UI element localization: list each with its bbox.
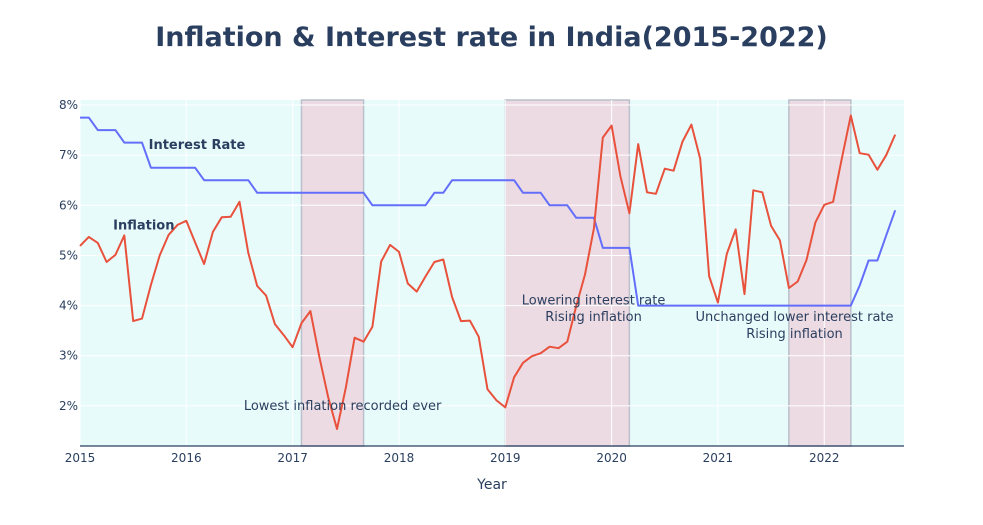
shaded-period-3: [788, 99, 852, 447]
series-line-inflation: [79, 114, 897, 430]
annotation: Rising inflation: [746, 327, 843, 342]
series-label: Inflation: [113, 218, 174, 233]
x-tick-label: 2017: [277, 451, 308, 465]
y-tick-label: 3%: [59, 349, 78, 363]
x-tick-label: 2015: [65, 451, 96, 465]
y-tick-label: 8%: [59, 98, 78, 112]
annotation: Lowering interest rate: [522, 294, 666, 309]
annotation: Rising inflation: [545, 310, 642, 325]
y-tick-label: 7%: [59, 148, 78, 162]
y-tick-label: 5%: [59, 248, 78, 262]
shaded-period-2: [504, 99, 631, 447]
series-label: Interest Rate: [149, 138, 246, 153]
x-tick-label: 2018: [384, 451, 415, 465]
plot-background: [80, 100, 904, 446]
x-tick-label: 2016: [171, 451, 202, 465]
y-tick-label: 2%: [59, 399, 78, 413]
shaded-period-1: [300, 99, 365, 447]
y-tick-label: 4%: [59, 299, 78, 313]
annotation: Lowest inflation recorded ever: [244, 399, 442, 414]
series-lines: [79, 114, 897, 430]
series-line-interest-rate: [80, 116, 897, 307]
x-tick-label: 2020: [596, 451, 627, 465]
x-tick-label: 2021: [703, 451, 734, 465]
x-tick-label: 2019: [490, 451, 521, 465]
axis-ticks: 2% 3% 4% 5% 6% 7% 8% 2015 2016 2017 2018 2019 2020 20…: [59, 98, 840, 465]
chart-title: Inflation & Interest rate in India(2015-…: [155, 22, 828, 53]
annotations: Interest Rate Inflation Lowest inflation r…: [113, 138, 893, 414]
x-axis-title: Year: [476, 477, 507, 493]
shaded-periods: [300, 99, 852, 447]
x-tick-label: 2022: [809, 451, 840, 465]
annotation: Unchanged lower interest rate: [695, 310, 893, 325]
y-tick-label: 6%: [59, 198, 78, 212]
